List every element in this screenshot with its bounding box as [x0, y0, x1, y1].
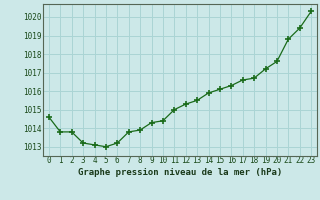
- X-axis label: Graphe pression niveau de la mer (hPa): Graphe pression niveau de la mer (hPa): [78, 168, 282, 177]
